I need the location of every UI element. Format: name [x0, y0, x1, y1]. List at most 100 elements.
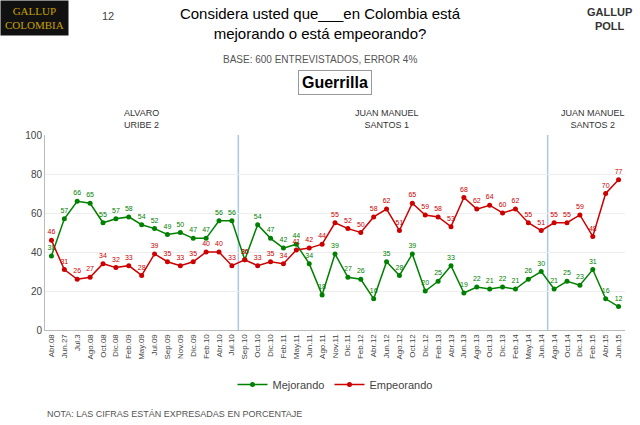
svg-text:77: 77: [615, 168, 623, 175]
svg-text:42: 42: [305, 236, 313, 243]
svg-text:GALLUPCOLOMBIA: GALLUPCOLOMBIA: [5, 5, 64, 31]
svg-text:Dic.12: Dic.12: [421, 334, 430, 357]
svg-text:May.14: May.14: [524, 334, 533, 360]
svg-text:Feb.12: Feb.12: [356, 334, 365, 359]
svg-text:Abr.12: Abr.12: [369, 334, 378, 358]
svg-text:23: 23: [576, 273, 584, 280]
svg-text:16: 16: [370, 287, 378, 294]
svg-text:Abr.10: Abr.10: [215, 334, 224, 358]
svg-text:35: 35: [164, 250, 172, 257]
svg-text:31: 31: [589, 258, 597, 265]
svg-text:20: 20: [31, 286, 43, 297]
svg-text:64: 64: [486, 193, 494, 200]
svg-text:Empeorando: Empeorando: [369, 379, 432, 391]
svg-text:Mejorando: Mejorando: [273, 379, 325, 391]
svg-text:38: 38: [48, 244, 56, 251]
svg-text:Dic.10: Dic.10: [266, 334, 275, 357]
svg-text:21: 21: [486, 277, 494, 284]
svg-text:54: 54: [138, 213, 146, 220]
svg-text:12: 12: [102, 10, 114, 22]
svg-text:53: 53: [447, 215, 455, 222]
svg-text:Feb.09: Feb.09: [124, 334, 133, 359]
svg-text:33: 33: [176, 254, 184, 261]
svg-text:33: 33: [125, 254, 133, 261]
svg-text:39: 39: [151, 242, 159, 249]
svg-text:18: 18: [318, 283, 326, 290]
svg-text:Feb.13: Feb.13: [434, 334, 443, 359]
svg-text:Jun.15: Jun.15: [614, 334, 623, 359]
svg-text:57: 57: [60, 207, 68, 214]
svg-text:46: 46: [48, 228, 56, 235]
svg-text:57: 57: [112, 207, 120, 214]
svg-text:Jul.10: Jul.10: [227, 334, 236, 356]
svg-text:52: 52: [151, 217, 159, 224]
svg-text:60: 60: [499, 201, 507, 208]
svg-text:47: 47: [267, 226, 275, 233]
svg-text:55: 55: [331, 211, 339, 218]
svg-text:May.09: May.09: [137, 334, 146, 360]
svg-text:51: 51: [396, 219, 404, 226]
svg-text:Dic.09: Dic.09: [189, 334, 198, 357]
svg-text:21: 21: [550, 277, 558, 284]
svg-text:Ago.14: Ago.14: [550, 334, 559, 360]
svg-text:59: 59: [421, 203, 429, 210]
svg-text:70: 70: [602, 182, 610, 189]
svg-text:40: 40: [31, 247, 43, 258]
svg-text:51: 51: [537, 219, 545, 226]
svg-text:Jul.09: Jul.09: [150, 334, 159, 356]
svg-text:Ago.13: Ago.13: [472, 334, 481, 360]
svg-text:Ago.12: Ago.12: [395, 334, 404, 360]
svg-text:35: 35: [189, 250, 197, 257]
svg-text:36: 36: [241, 248, 249, 255]
svg-text:Oct.10: Oct.10: [253, 334, 262, 358]
svg-text:Ago.08: Ago.08: [86, 334, 95, 360]
svg-text:58: 58: [370, 205, 378, 212]
svg-text:36: 36: [241, 248, 249, 255]
svg-text:Feb.15: Feb.15: [588, 334, 597, 359]
svg-text:62: 62: [473, 197, 481, 204]
svg-text:68: 68: [460, 186, 468, 193]
svg-text:34: 34: [305, 252, 313, 259]
svg-text:39: 39: [331, 242, 339, 249]
svg-text:56: 56: [228, 209, 236, 216]
svg-text:34: 34: [280, 252, 288, 259]
svg-text:NOTA: LAS CIFRAS ESTÁN EXPRESA: NOTA: LAS CIFRAS ESTÁN EXPRESADAS EN POR…: [47, 409, 302, 419]
svg-text:ALVAROURIBE 2: ALVAROURIBE 2: [124, 108, 159, 130]
svg-text:22: 22: [473, 275, 481, 282]
svg-text:30: 30: [537, 260, 545, 267]
svg-text:47: 47: [189, 226, 197, 233]
svg-text:26: 26: [524, 267, 532, 274]
svg-text:27: 27: [86, 265, 94, 272]
svg-text:58: 58: [434, 205, 442, 212]
svg-text:27: 27: [344, 265, 352, 272]
svg-text:Oct.14: Oct.14: [563, 334, 572, 358]
svg-text:55: 55: [550, 211, 558, 218]
svg-text:Dic.11: Dic.11: [343, 334, 352, 357]
svg-text:44: 44: [292, 232, 300, 239]
svg-text:35: 35: [267, 250, 275, 257]
svg-text:Oct.12: Oct.12: [408, 334, 417, 358]
svg-text:Jun.13: Jun.13: [459, 334, 468, 359]
svg-text:40: 40: [202, 240, 210, 247]
svg-text:26: 26: [357, 267, 365, 274]
svg-text:58: 58: [125, 205, 133, 212]
svg-text:May.11: May.11: [292, 334, 301, 360]
svg-text:41: 41: [292, 238, 300, 245]
svg-text:Ago.11: Ago.11: [318, 334, 327, 359]
svg-text:80: 80: [31, 169, 43, 180]
svg-text:12: 12: [615, 295, 623, 302]
svg-text:28: 28: [138, 264, 146, 271]
svg-text:Feb.11: Feb.11: [279, 334, 288, 359]
svg-text:49: 49: [164, 223, 172, 230]
svg-text:32: 32: [112, 256, 120, 263]
svg-text:65: 65: [86, 191, 94, 198]
svg-text:Jun.14: Jun.14: [537, 334, 546, 359]
svg-text:65: 65: [408, 191, 416, 198]
svg-text:Sep.09: Sep.09: [163, 334, 172, 360]
svg-text:28: 28: [396, 264, 404, 271]
svg-text:39: 39: [408, 242, 416, 249]
svg-text:Feb.10: Feb.10: [202, 334, 211, 359]
svg-text:55: 55: [99, 211, 107, 218]
svg-text:Oct.08: Oct.08: [99, 334, 108, 358]
svg-text:JUAN MANUELSANTOS 2: JUAN MANUELSANTOS 2: [561, 108, 625, 130]
